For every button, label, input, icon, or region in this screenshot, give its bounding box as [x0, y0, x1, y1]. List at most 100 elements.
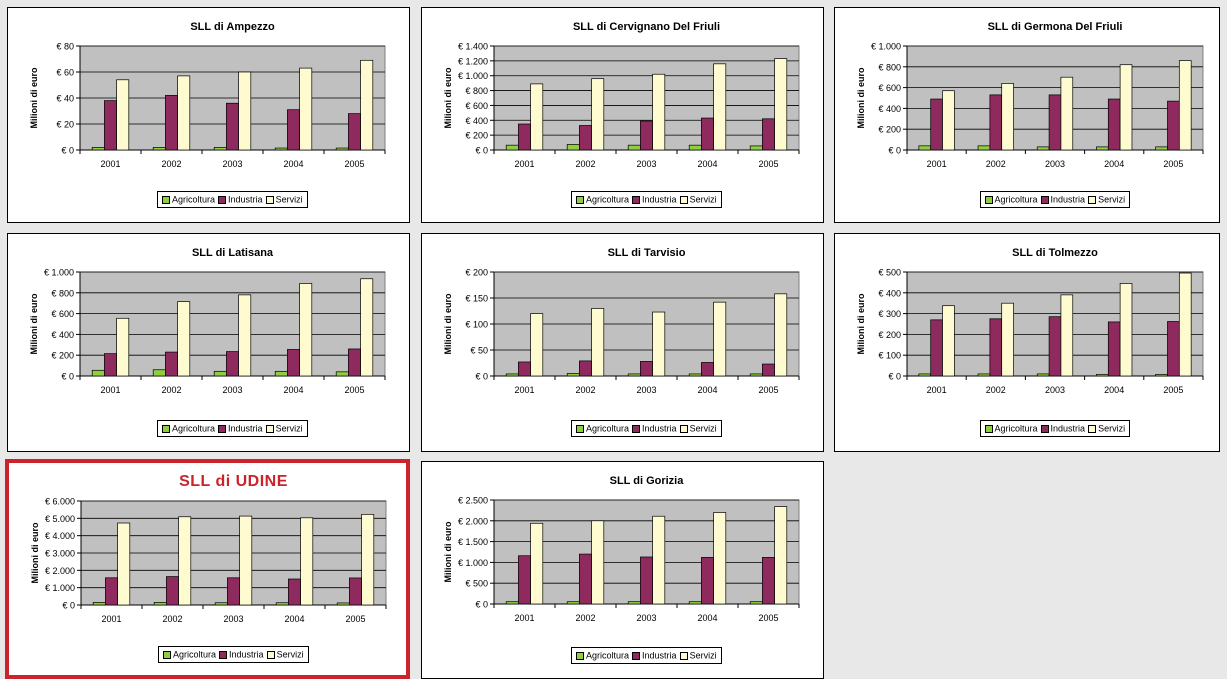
legend-label: Industria	[228, 194, 263, 205]
y-tick-label: € 80	[56, 42, 74, 52]
legend-item: Industria	[632, 194, 677, 205]
y-axis-label: Milioni di euro	[29, 67, 39, 128]
y-tick-label: € 0	[888, 146, 901, 156]
bar-agricoltura-2002	[566, 601, 580, 605]
chart-title: SLL di Latisana	[192, 247, 274, 259]
bar-industria-2001	[930, 319, 943, 377]
legend-label: Industria	[228, 423, 263, 434]
x-tick-label: 2005	[1163, 159, 1183, 169]
legend-label: Agricoltura	[586, 650, 630, 661]
bar-servizi-2003	[239, 515, 253, 606]
x-tick-label: 2003	[222, 159, 242, 169]
bar-agricoltura-2004	[688, 601, 702, 605]
x-tick-label: 2004	[1104, 159, 1124, 169]
legend-swatch	[162, 195, 170, 204]
bar-industria-2005	[348, 348, 361, 377]
legend-item: Agricoltura	[576, 423, 629, 434]
bar-industria-2005	[762, 118, 775, 151]
y-tick-label: € 400	[878, 288, 901, 298]
y-tick-label: € 0	[62, 601, 75, 611]
legend-item: Servizi	[266, 649, 304, 660]
bar-industria-2003	[226, 351, 239, 377]
x-tick-label: 2005	[345, 614, 365, 624]
legend: Agricoltura Industria Servizi	[157, 420, 308, 437]
bar-agricoltura-2002	[152, 369, 166, 377]
bar-agricoltura-2002	[153, 602, 167, 606]
legend-item: Servizi	[1088, 423, 1125, 434]
bar-servizi-2001	[116, 79, 130, 151]
x-tick-label: 2002	[162, 614, 182, 624]
chart-svg: SLL di Latisana € 0 € 200 € 400 € 600 € 800 € …	[29, 247, 386, 395]
y-axis-label: Milioni di euro	[443, 521, 453, 582]
bar-servizi-2003	[1060, 294, 1074, 377]
legend-item: Agricoltura	[576, 650, 629, 661]
legend-item: Industria	[218, 423, 263, 434]
legend-label: Servizi	[275, 423, 303, 434]
legend: Agricoltura Industria Servizi	[157, 191, 308, 208]
legend: Agricoltura Industria Servizi	[571, 647, 722, 664]
legend-label: Industria	[1050, 423, 1086, 434]
y-tick-label: € 6.000	[45, 497, 75, 507]
legend-label: Agricoltura	[994, 194, 1038, 205]
legend-swatch	[218, 424, 227, 433]
legend-item: Industria	[632, 423, 677, 434]
bar-servizi-2003	[1060, 76, 1074, 151]
x-tick-label: 2004	[1104, 385, 1124, 395]
y-axis-label: Milioni di euro	[29, 293, 39, 354]
legend: Agricoltura Industria Servizi	[158, 646, 309, 663]
bar-industria-2005	[1167, 100, 1180, 151]
bar-industria-2004	[1107, 321, 1121, 377]
bar-industria-2001	[518, 361, 531, 377]
legend-swatch	[576, 424, 584, 433]
bar-agricoltura-2001	[91, 369, 105, 377]
bar-agricoltura-2005	[335, 371, 349, 377]
y-tick-label: € 5.000	[45, 514, 75, 524]
y-tick-label: € 150	[465, 294, 488, 304]
x-tick-label: 2001	[514, 613, 534, 623]
y-axis-label: Milioni di euro	[856, 67, 866, 128]
x-tick-label: 2001	[927, 159, 947, 169]
legend-label: Servizi	[689, 650, 717, 661]
x-tick-label: 2002	[575, 385, 595, 395]
x-tick-label: 2001	[101, 614, 121, 624]
y-tick-label: € 800	[51, 288, 74, 298]
x-tick-label: 2001	[514, 385, 534, 395]
legend-label: Servizi	[275, 194, 303, 205]
bar-servizi-2002	[177, 301, 191, 377]
y-tick-label: € 200	[878, 330, 901, 340]
legend-item: Servizi	[679, 194, 717, 205]
chart-panel-gorizia: SLL di Gorizia € 0 € 500 € 1.000 € 1.500 € 2.…	[421, 461, 824, 679]
chart-title: SLL di Germona Del Friuli	[988, 21, 1123, 33]
bar-agricoltura-2001	[505, 601, 519, 605]
bar-industria-2002	[579, 360, 592, 377]
x-tick-label: 2005	[758, 385, 778, 395]
bar-servizi-2002	[1001, 83, 1014, 151]
legend-item: Servizi	[265, 194, 303, 205]
bar-servizi-2002	[177, 75, 191, 151]
y-tick-label: € 3.000	[45, 549, 75, 559]
bar-servizi-2003	[652, 311, 666, 377]
bar-servizi-2004	[299, 283, 313, 377]
bar-industria-2005	[762, 557, 775, 605]
y-tick-label: € 2.500	[458, 496, 488, 506]
bar-agricoltura-2001	[918, 145, 932, 151]
y-tick-label: € 500	[878, 268, 901, 278]
chart-title: SLL di Ampezzo	[190, 21, 275, 33]
x-tick-label: 2003	[223, 614, 243, 624]
bar-industria-2002	[989, 318, 1003, 377]
bar-servizi-2003	[238, 294, 252, 377]
bar-servizi-2002	[178, 516, 192, 606]
bar-agricoltura-2002	[977, 145, 991, 151]
bar-industria-2002	[989, 94, 1003, 151]
chart-panel-udine: SLL di UDINE € 0 € 1.000 € 2.000 € 3.000 € 4.…	[5, 459, 410, 679]
bar-agricoltura-2004	[688, 373, 702, 377]
chart-svg: SLL di Gorizia € 0 € 500 € 1.000 € 1.500 € 2.…	[443, 475, 800, 623]
bar-industria-2004	[287, 349, 300, 377]
bar-servizi-2005	[774, 506, 788, 605]
bar-agricoltura-2002	[977, 373, 991, 377]
bar-industria-2001	[518, 555, 531, 605]
legend-item: Industria	[1040, 423, 1086, 434]
chart-panel-tolmezzo: SLL di Tolmezzo € 0 € 100 € 200 € 300 € 400 € …	[834, 233, 1220, 452]
x-tick-label: 2005	[758, 613, 778, 623]
bar-servizi-2001	[942, 90, 955, 151]
